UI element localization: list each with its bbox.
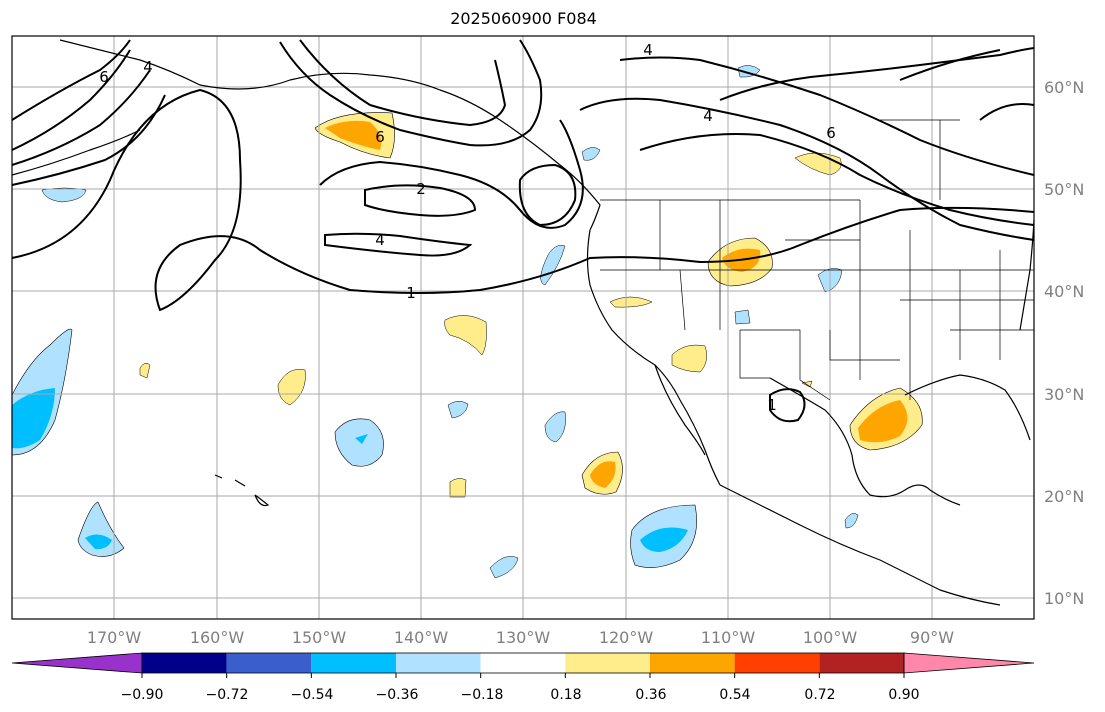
- colorbar-tick-label: 0.54: [719, 687, 750, 703]
- colorbar-segment: [226, 653, 312, 673]
- colorbar-segment: [480, 653, 566, 673]
- colorbar-tick-label: 0.72: [804, 687, 835, 703]
- contour-label: 1: [767, 396, 777, 414]
- negative-region: [581, 147, 601, 161]
- colorbar-tick-label: 0.90: [888, 687, 919, 703]
- colorbar-segment: [142, 653, 227, 673]
- lat-label: 10°N: [1044, 589, 1084, 608]
- contour-label: 4: [143, 58, 153, 76]
- negative-region: [447, 401, 469, 419]
- lon-label: 170°W: [87, 628, 142, 647]
- colorbar-segment: [650, 653, 735, 673]
- negative-core: [640, 527, 688, 552]
- colorbar-tick-label: −0.18: [461, 687, 504, 703]
- lon-label: 120°W: [599, 628, 654, 647]
- contour-label: 6: [375, 128, 385, 146]
- colorbar-segment: [396, 653, 481, 673]
- lat-label: 50°N: [1044, 180, 1084, 199]
- lon-label: 100°W: [803, 628, 858, 647]
- lat-label: 60°N: [1044, 78, 1084, 97]
- contour-label: 4: [375, 231, 385, 249]
- colorbar-segment: [734, 653, 820, 673]
- colorbar-segment: [819, 653, 904, 673]
- colorbar-tick-label: −0.36: [376, 687, 419, 703]
- negative-region: [544, 411, 566, 443]
- lon-label: 140°W: [394, 628, 449, 647]
- negative-region: [334, 418, 384, 467]
- colorbar-tick-label: −0.90: [121, 687, 164, 703]
- positive-region: [277, 369, 306, 406]
- contour-label: 6: [99, 68, 109, 86]
- positive-region: [801, 380, 813, 388]
- coastlines: [11, 39, 1035, 606]
- lon-label: 160°W: [190, 628, 245, 647]
- positive-core: [325, 120, 382, 150]
- positive-region: [444, 315, 487, 356]
- colorbar-segment: [311, 653, 396, 673]
- positive-region: [671, 344, 707, 373]
- longitude-labels: 170°W 160°W 150°W 140°W 130°W 120°W 110°…: [87, 628, 954, 647]
- contour-label: 4: [643, 41, 653, 59]
- negative-region: [489, 556, 519, 579]
- latitude-labels: 60°N 50°N 40°N 30°N 20°N 10°N: [1044, 78, 1084, 608]
- shaded-regions: [11, 65, 923, 579]
- lon-label: 150°W: [292, 628, 347, 647]
- positive-core: [858, 400, 908, 443]
- colorbar-tick-label: 0.18: [550, 687, 581, 703]
- positive-core: [590, 461, 616, 488]
- negative-region: [844, 513, 859, 529]
- lon-label: 110°W: [701, 628, 756, 647]
- negative-region: [734, 309, 751, 325]
- contour-label: 6: [826, 124, 836, 142]
- colorbar-labels: −0.90 −0.72 −0.54 −0.36 −0.18 0.18 0.36 …: [121, 687, 920, 703]
- contour-label: 4: [703, 107, 713, 125]
- lat-label: 30°N: [1044, 385, 1084, 404]
- positive-region: [139, 362, 151, 379]
- colorbar-segment: [11, 652, 143, 674]
- contour-label: 2: [416, 180, 426, 198]
- graticule: [12, 36, 1034, 619]
- positive-region: [609, 296, 653, 308]
- colorbar-tick-label: −0.54: [291, 687, 334, 703]
- colorbar-segment: [565, 653, 650, 673]
- colorbar-tick-label: 0.36: [635, 687, 666, 703]
- colorbar-outline: [141, 652, 905, 674]
- colorbar-tick-label: −0.72: [206, 687, 249, 703]
- map-title: 2025060900 F084: [450, 9, 597, 28]
- lon-label: 90°W: [910, 628, 954, 647]
- positive-region: [449, 478, 467, 498]
- contour-label: 1: [406, 284, 416, 302]
- colorbar: [11, 652, 1035, 678]
- lon-label: 130°W: [496, 628, 551, 647]
- contours: [11, 39, 1035, 423]
- negative-core: [355, 434, 368, 444]
- negative-core: [85, 534, 112, 550]
- negative-core: [12, 388, 55, 449]
- lat-label: 40°N: [1044, 282, 1084, 301]
- lat-label: 20°N: [1044, 487, 1084, 506]
- negative-region: [41, 187, 87, 203]
- colorbar-segment: [903, 652, 1035, 674]
- map-frame: [11, 35, 1035, 620]
- state-borders: [600, 119, 1034, 401]
